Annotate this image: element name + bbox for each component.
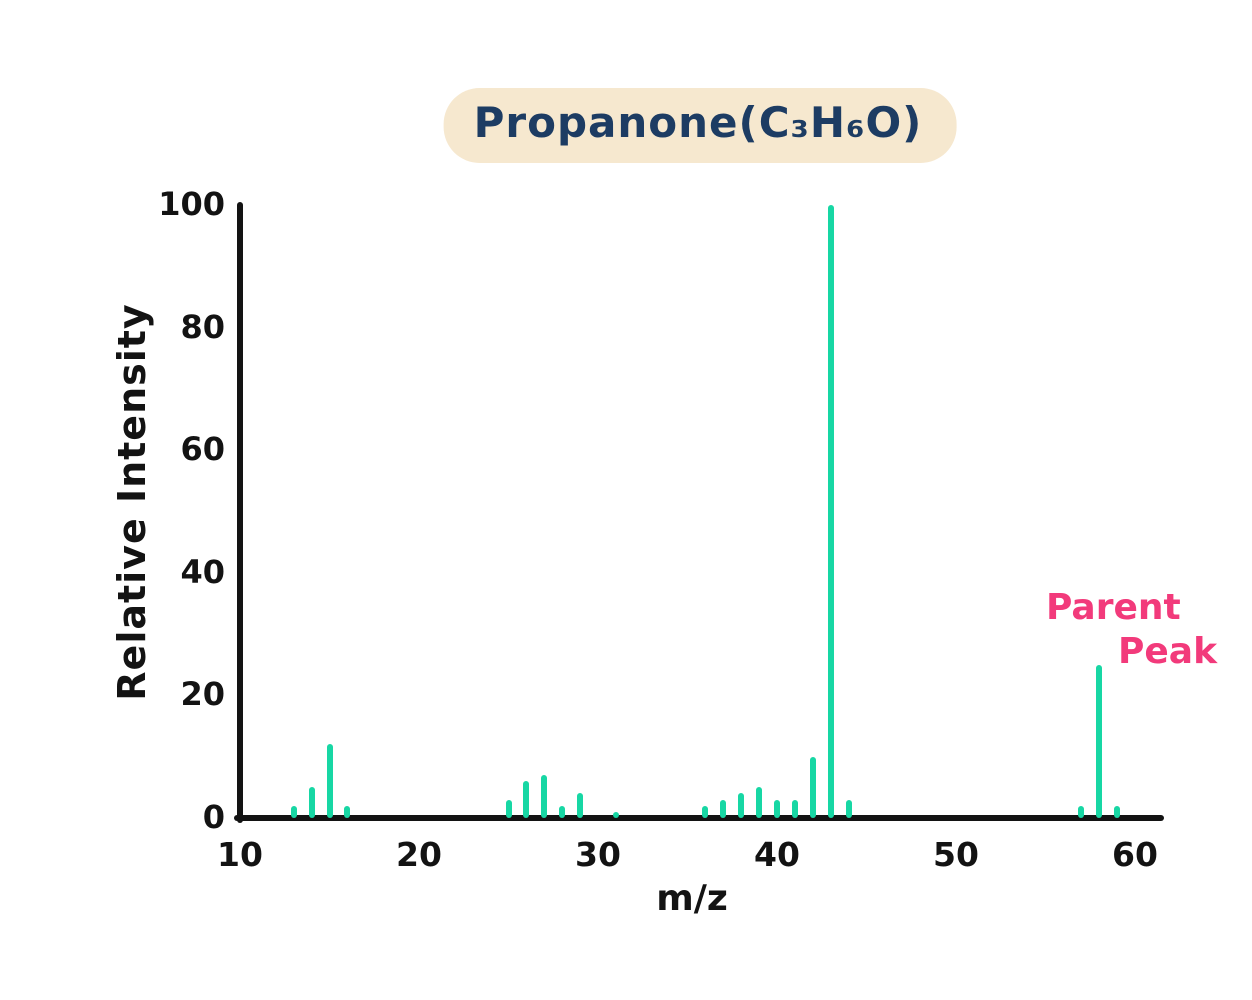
y-tick-label-20: 20 — [180, 675, 225, 714]
x-tick-label-50: 50 — [933, 835, 979, 874]
peak-bar-mz-25 — [505, 799, 512, 818]
y-axis-label: Relative Intensity — [110, 303, 154, 701]
peak-bar-mz-16 — [344, 805, 351, 818]
peak-bar-mz-29 — [577, 793, 584, 818]
peak-bar-mz-14 — [308, 787, 315, 818]
peak-bar-mz-57 — [1078, 805, 1085, 818]
parent-peak-annotation-line1: Parent — [1046, 587, 1181, 628]
peak-bar-mz-38 — [738, 793, 745, 818]
peak-bar-mz-43 — [827, 205, 834, 818]
x-tick-label-10: 10 — [217, 835, 263, 874]
y-tick-label-60: 60 — [180, 430, 225, 469]
chart-title-highlight: Propanone(C₃H₆O) — [443, 88, 957, 163]
peak-bar-mz-26 — [523, 781, 530, 818]
y-tick-label-100: 100 — [158, 185, 225, 223]
y-tick-label-0: 0 — [202, 798, 225, 836]
x-tick-label-20: 20 — [396, 835, 442, 874]
peak-bar-mz-27 — [541, 775, 548, 818]
peak-bar-mz-31 — [612, 811, 619, 818]
peak-bar-mz-58 — [1096, 664, 1103, 818]
peak-bar-mz-36 — [702, 805, 709, 818]
peak-bar-mz-15 — [326, 744, 333, 818]
y-tick-label-80: 80 — [180, 307, 225, 346]
y-tick-label-40: 40 — [180, 552, 225, 591]
parent-peak-annotation: Parent Peak — [1046, 586, 1217, 674]
x-tick-label-40: 40 — [754, 835, 800, 874]
parent-peak-annotation-line2: Peak — [1118, 631, 1218, 672]
peak-bar-mz-37 — [720, 799, 727, 818]
peak-bar-mz-42 — [809, 756, 816, 818]
x-axis-label: m/z — [656, 878, 728, 919]
peak-bar-mz-13 — [290, 805, 297, 818]
peak-bar-mz-59 — [1114, 805, 1121, 818]
chart-title: Propanone(C₃H₆O) — [473, 98, 923, 147]
peak-bar-mz-39 — [756, 787, 763, 818]
peak-bar-mz-40 — [774, 799, 780, 818]
x-axis-line — [234, 815, 1164, 821]
x-tick-label-60: 60 — [1112, 835, 1158, 874]
y-axis-line — [237, 202, 243, 823]
peak-bar-mz-44 — [845, 799, 852, 818]
peak-bar-mz-28 — [559, 805, 566, 818]
x-tick-label-30: 30 — [575, 835, 621, 874]
peak-bar-mz-41 — [791, 799, 798, 818]
